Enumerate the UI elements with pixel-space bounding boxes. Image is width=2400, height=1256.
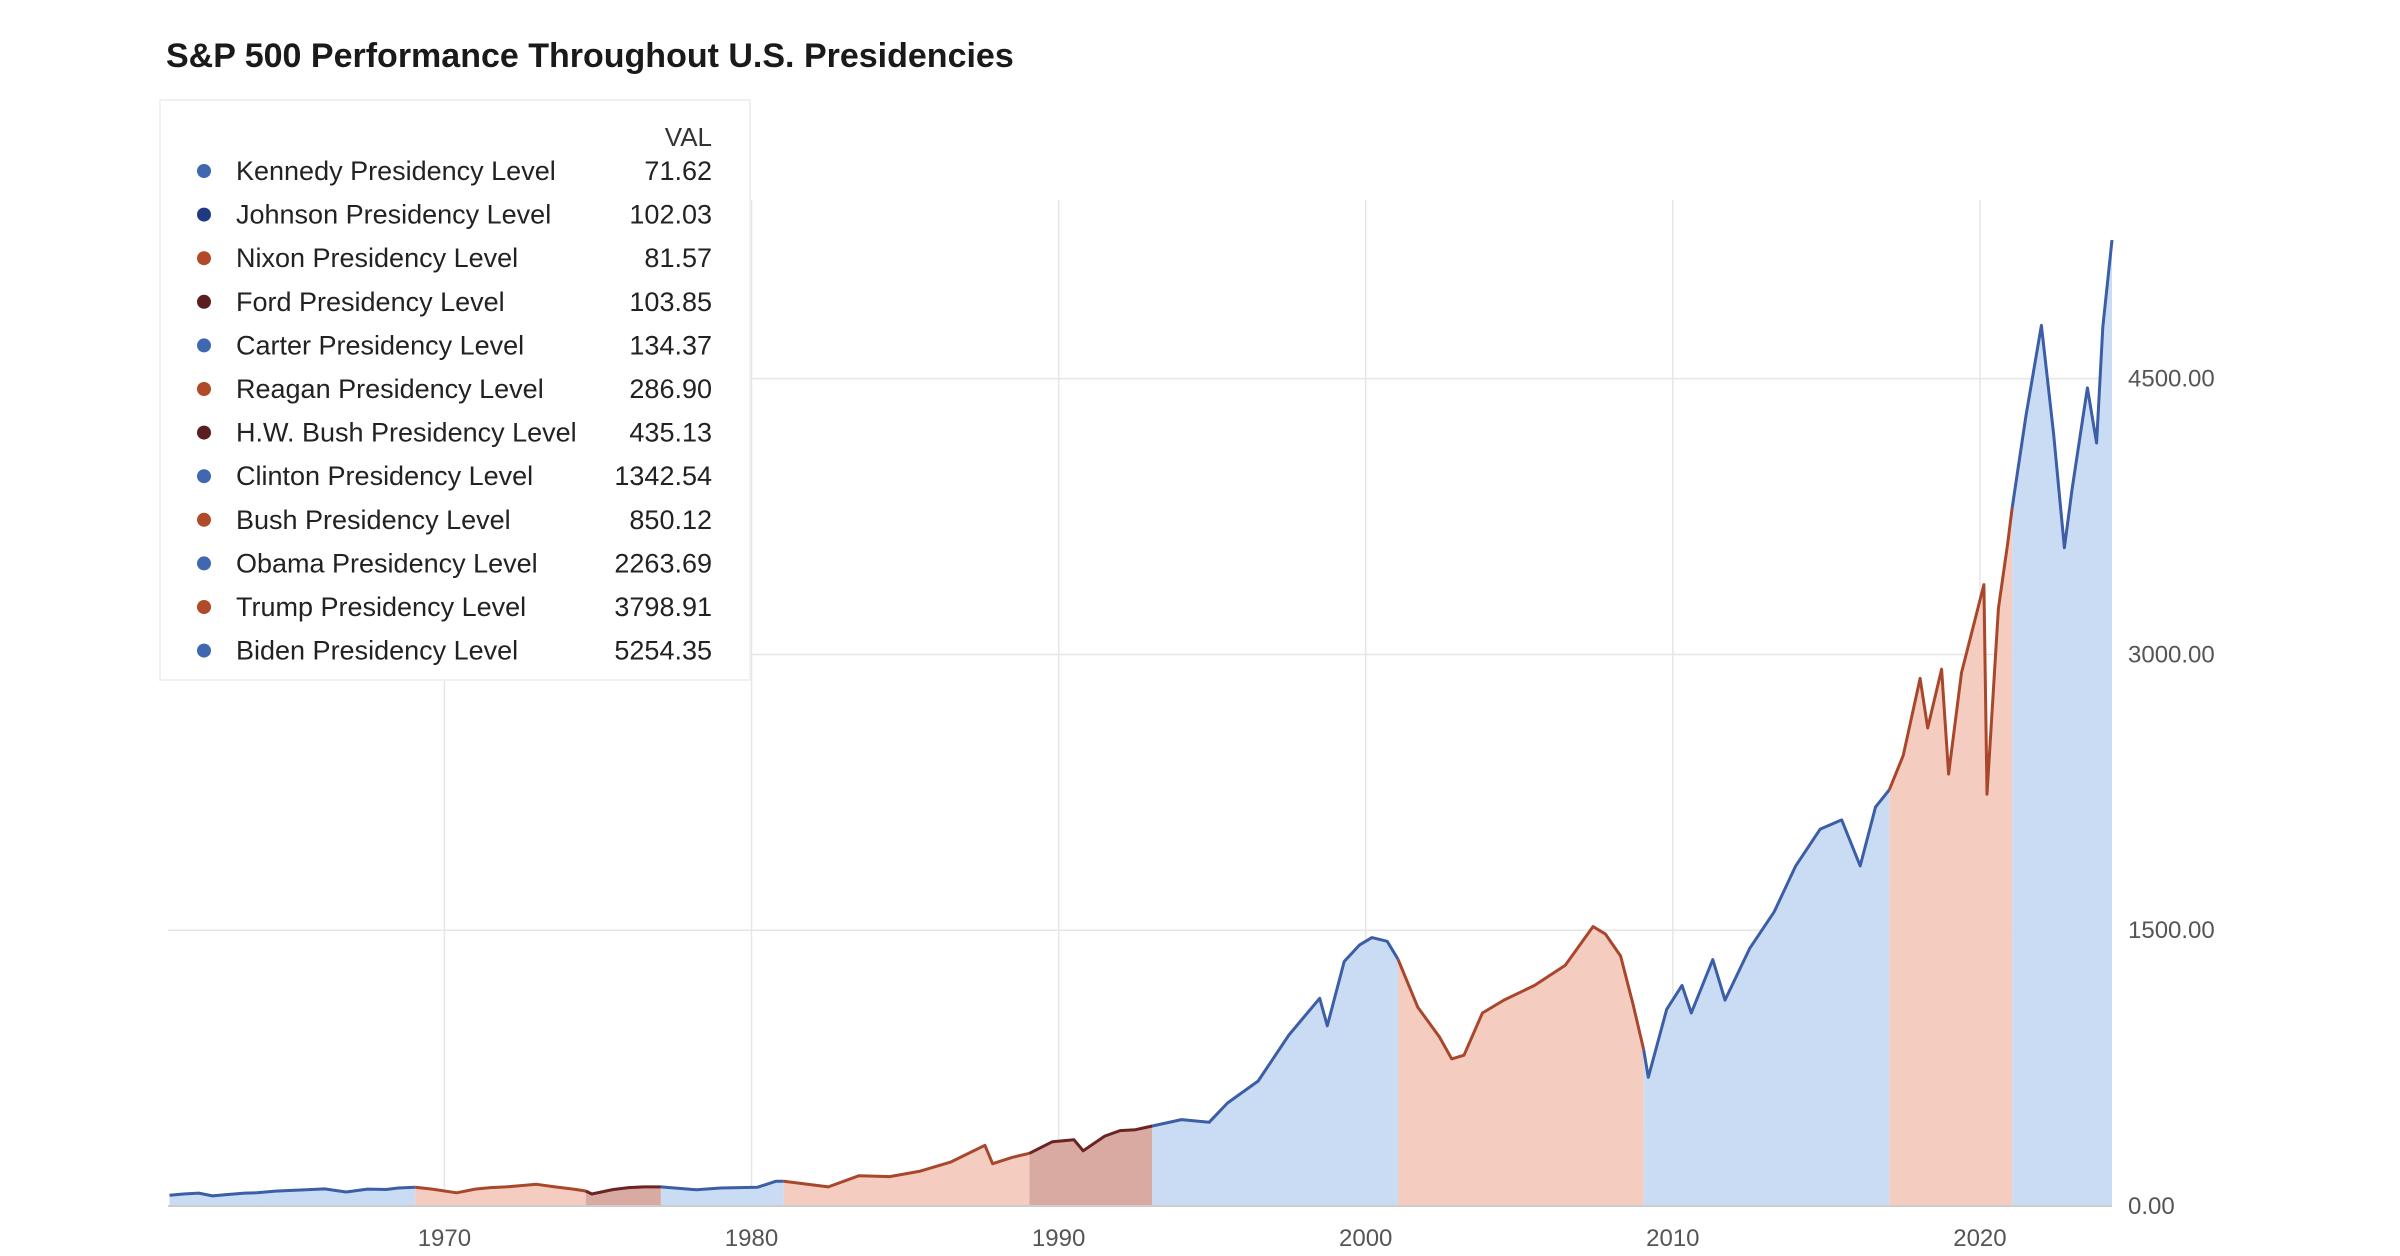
legend-label: Biden Presidency Level	[236, 636, 518, 666]
legend-marker	[197, 338, 211, 353]
term-level-line	[1642, 788, 1891, 1079]
term-area-fill	[257, 1187, 416, 1206]
term-area-fill	[1029, 1126, 1153, 1206]
legend-item: Johnson Presidency Level 102.03	[197, 200, 712, 230]
term-level-line	[169, 1191, 258, 1198]
term-level-line	[1151, 936, 1400, 1128]
legend-box	[159, 99, 751, 681]
index-level-lines	[169, 239, 2114, 1198]
legend-item: H.W. Bush Presidency Level 435.13	[197, 418, 712, 448]
term-area-fill	[1152, 937, 1398, 1206]
legend-label: Bush Presidency Level	[236, 505, 511, 535]
legend-label: Trump Presidency Level	[236, 592, 526, 622]
term-area-fill	[783, 1145, 1030, 1206]
legend-item: Obama Presidency Level 2263.69	[197, 548, 712, 578]
legend-marker	[197, 556, 211, 571]
legend-value: 5254.35	[614, 636, 712, 666]
x-axis-ticks: 1970 1980 1990 2000 2010 2020	[418, 1225, 2007, 1252]
legend-value: 2263.69	[614, 548, 712, 578]
chart-title: S&P 500 Performance Throughout U.S. Pres…	[166, 37, 1014, 75]
legend-item: Nixon Presidency Level 81.57	[197, 243, 712, 273]
y-tick-label: 3000.00	[2128, 641, 2215, 668]
legend-value: 134.37	[629, 330, 712, 360]
legend-rows: Kennedy Presidency Level 71.62 Johnson Pre…	[197, 156, 712, 666]
term-area-fill	[415, 1184, 586, 1206]
legend-item: Biden Presidency Level 5254.35	[197, 636, 712, 666]
legend-label: Nixon Presidency Level	[236, 243, 518, 273]
legend-column-header: VAL	[665, 122, 712, 152]
legend-label: Johnson Presidency Level	[236, 200, 551, 230]
x-tick-label: 1970	[418, 1225, 471, 1252]
term-level-line	[783, 1143, 1030, 1189]
term-level-line	[256, 1185, 416, 1195]
legend-value: 102.03	[629, 200, 712, 230]
legend-marker	[197, 207, 211, 222]
term-level-line	[1028, 1124, 1153, 1155]
legend-label: H.W. Bush Presidency Level	[236, 418, 577, 448]
legend-marker	[197, 643, 211, 658]
y-axis-ticks: 0.00 1500.00 3000.00 4500.00	[2128, 366, 2215, 1220]
legend-label: Carter Presidency Level	[236, 330, 524, 360]
legend-item: Trump Presidency Level 3798.91	[197, 592, 712, 622]
legend-item: Clinton Presidency Level 1342.54	[197, 461, 712, 491]
term-level-line	[660, 1179, 784, 1192]
x-tick-label: 1980	[725, 1225, 778, 1252]
legend-marker	[197, 164, 211, 178]
legend-marker	[197, 294, 211, 309]
term-area-fill	[1643, 789, 1890, 1206]
legend-value: 81.57	[644, 243, 712, 273]
y-tick-label: 0.00	[2128, 1193, 2175, 1220]
x-tick-label: 1990	[1032, 1225, 1085, 1252]
legend-label: Reagan Presidency Level	[236, 374, 544, 404]
term-level-line	[1887, 507, 2014, 796]
legend-label: Obama Presidency Level	[236, 548, 538, 578]
legend-marker	[197, 425, 211, 440]
term-area-fill	[2012, 240, 2112, 1206]
term-area-fill	[1397, 926, 1644, 1206]
legend-label: Ford Presidency Level	[236, 287, 505, 317]
legend-value: 103.85	[629, 287, 712, 317]
y-tick-label: 1500.00	[2128, 917, 2215, 944]
legend-label: Clinton Presidency Level	[236, 461, 533, 491]
legend-label: Kennedy Presidency Level	[236, 156, 556, 186]
legend-value: 286.90	[629, 374, 712, 404]
x-tick-label: 2010	[1646, 1225, 1699, 1252]
legend: VAL Kennedy Presidency Level 71.62 Johnson…	[159, 99, 751, 681]
legend-marker	[197, 382, 211, 396]
term-level-line	[415, 1182, 586, 1195]
legend-item: Kennedy Presidency Level 71.62	[197, 156, 712, 186]
legend-marker	[197, 600, 211, 614]
legend-value: 435.13	[629, 418, 712, 448]
legend-marker	[197, 469, 211, 484]
legend-marker	[197, 512, 211, 527]
legend-value: 1342.54	[614, 461, 712, 491]
legend-item: Ford Presidency Level 103.85	[197, 287, 712, 317]
legend-item: Carter Presidency Level 134.37	[197, 330, 712, 360]
y-tick-label: 4500.00	[2128, 366, 2215, 393]
legend-marker	[197, 251, 211, 266]
term-area-fill	[169, 1192, 258, 1206]
term-level-line	[585, 1185, 661, 1196]
x-tick-label: 2000	[1339, 1225, 1392, 1252]
term-level-line	[2010, 239, 2114, 550]
presidency-term-fills	[169, 240, 2112, 1207]
legend-value: 3798.91	[614, 592, 712, 622]
legend-item: Bush Presidency Level 850.12	[197, 505, 712, 535]
term-level-line	[1396, 925, 1646, 1061]
legend-value: 71.62	[644, 156, 712, 186]
x-tick-label: 2020	[1953, 1225, 2006, 1252]
legend-value: 850.12	[629, 505, 712, 535]
legend-item: Reagan Presidency Level 286.90	[197, 374, 712, 404]
